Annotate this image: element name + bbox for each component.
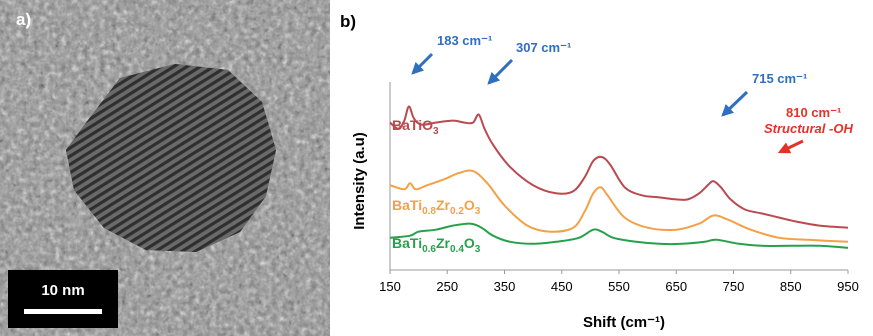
annotation-183: 183 cm⁻¹ (437, 33, 492, 48)
x-tick-label: 150 (379, 279, 401, 294)
series-labels: BaTiO3 BaTi0.8Zr0.2O3 BaTi0.6Zr0.4O3 (392, 117, 481, 255)
x-tick-label: 750 (723, 279, 745, 294)
x-tick-label: 350 (494, 279, 516, 294)
x-tick-label: 950 (837, 279, 859, 294)
scale-bar: 10 nm (8, 270, 118, 328)
annotation-arrow-307 (487, 58, 514, 85)
annotation-structural-oh: Structural -OH (764, 121, 853, 136)
tem-image: a) 10 nm (0, 0, 330, 336)
series-label-3: BaTi0.6Zr0.4O3 (392, 235, 481, 255)
x-tick-label: 550 (608, 279, 630, 294)
x-tick-label: 250 (436, 279, 458, 294)
annotation-715: 715 cm⁻¹ (752, 71, 807, 86)
annotation-307: 307 cm⁻¹ (516, 40, 571, 55)
annotation-arrow-715 (721, 90, 749, 117)
scale-bar-label: 10 nm (41, 282, 85, 299)
x-tick-label: 850 (780, 279, 802, 294)
series-line-3 (389, 222, 849, 249)
series-line-1 (389, 105, 849, 229)
axes: 150 250 350 450 550 650 750 850 950 (379, 82, 859, 294)
x-tick-label: 650 (665, 279, 687, 294)
x-tick-label: 450 (551, 279, 573, 294)
annotation-arrow-183 (411, 52, 434, 75)
tem-micrograph (0, 0, 330, 336)
series-line-2 (389, 169, 849, 243)
annotations: 183 cm⁻¹ 307 cm⁻¹ 715 cm⁻¹ 810 cm⁻¹Structur… (411, 33, 853, 154)
annotation-arrow-810 (777, 139, 804, 154)
annotation-810: 810 cm⁻¹ (786, 105, 841, 120)
raman-chart: 150 250 350 450 550 650 750 850 950 BaTiO3 BaTi0.… (351, 33, 859, 331)
series-label-2: BaTi0.8Zr0.2O3 (392, 197, 481, 217)
series-layer (389, 105, 849, 249)
series-label-1: BaTiO3 (392, 117, 439, 137)
panel-a-label: a) (16, 10, 32, 29)
y-axis-title: Intensity (a.u) (351, 132, 368, 230)
panel-b-label: b) (340, 12, 357, 31)
x-axis-title: Shift (cm⁻¹) (583, 314, 665, 331)
scale-bar-line (24, 309, 102, 314)
